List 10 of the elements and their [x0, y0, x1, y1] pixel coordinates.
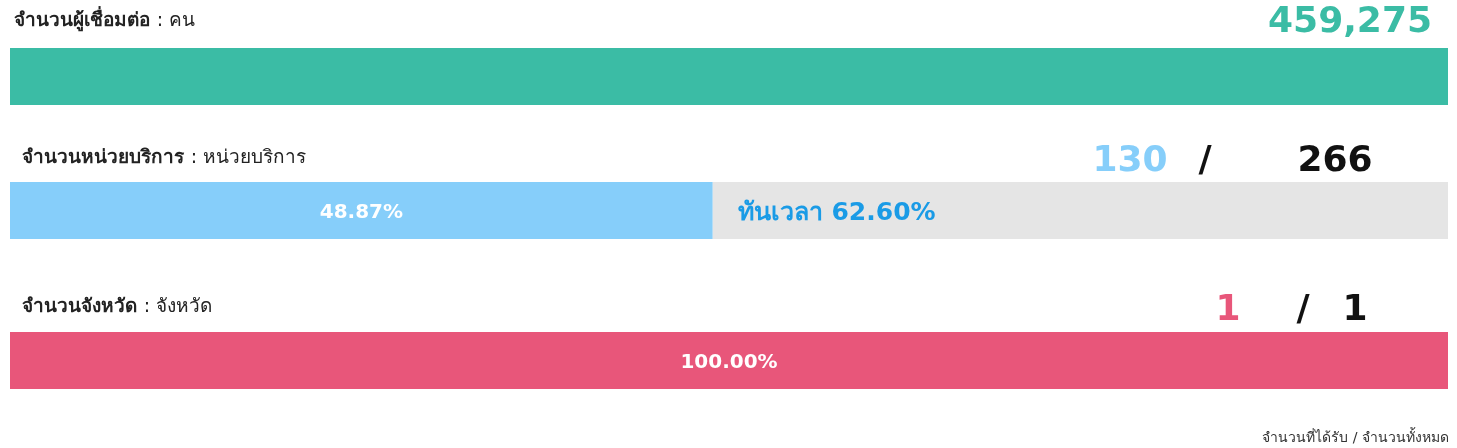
annotation: ทันเวลา 62.60%: [737, 196, 936, 226]
text: 1 / 1: [1215, 287, 1368, 328]
annotation: 459,275: [1268, 0, 1432, 40]
data-label: 100.00%: [680, 348, 778, 373]
data-label: 48.87%: [319, 198, 404, 223]
text: จำนวนที่ได้รับ / จำนวนทั้งหมด: [1262, 427, 1449, 445]
y-tick-label: จำนวนผู้เชื่อมต่อ : คน: [14, 6, 196, 32]
text: 130 / 266: [1092, 138, 1373, 179]
y-tick-label: จำนวนจังหวัด : จังหวัด: [22, 294, 213, 316]
y-tick-label: จำนวนหน่วยบริการ : หน่วยบริการ: [22, 145, 307, 167]
